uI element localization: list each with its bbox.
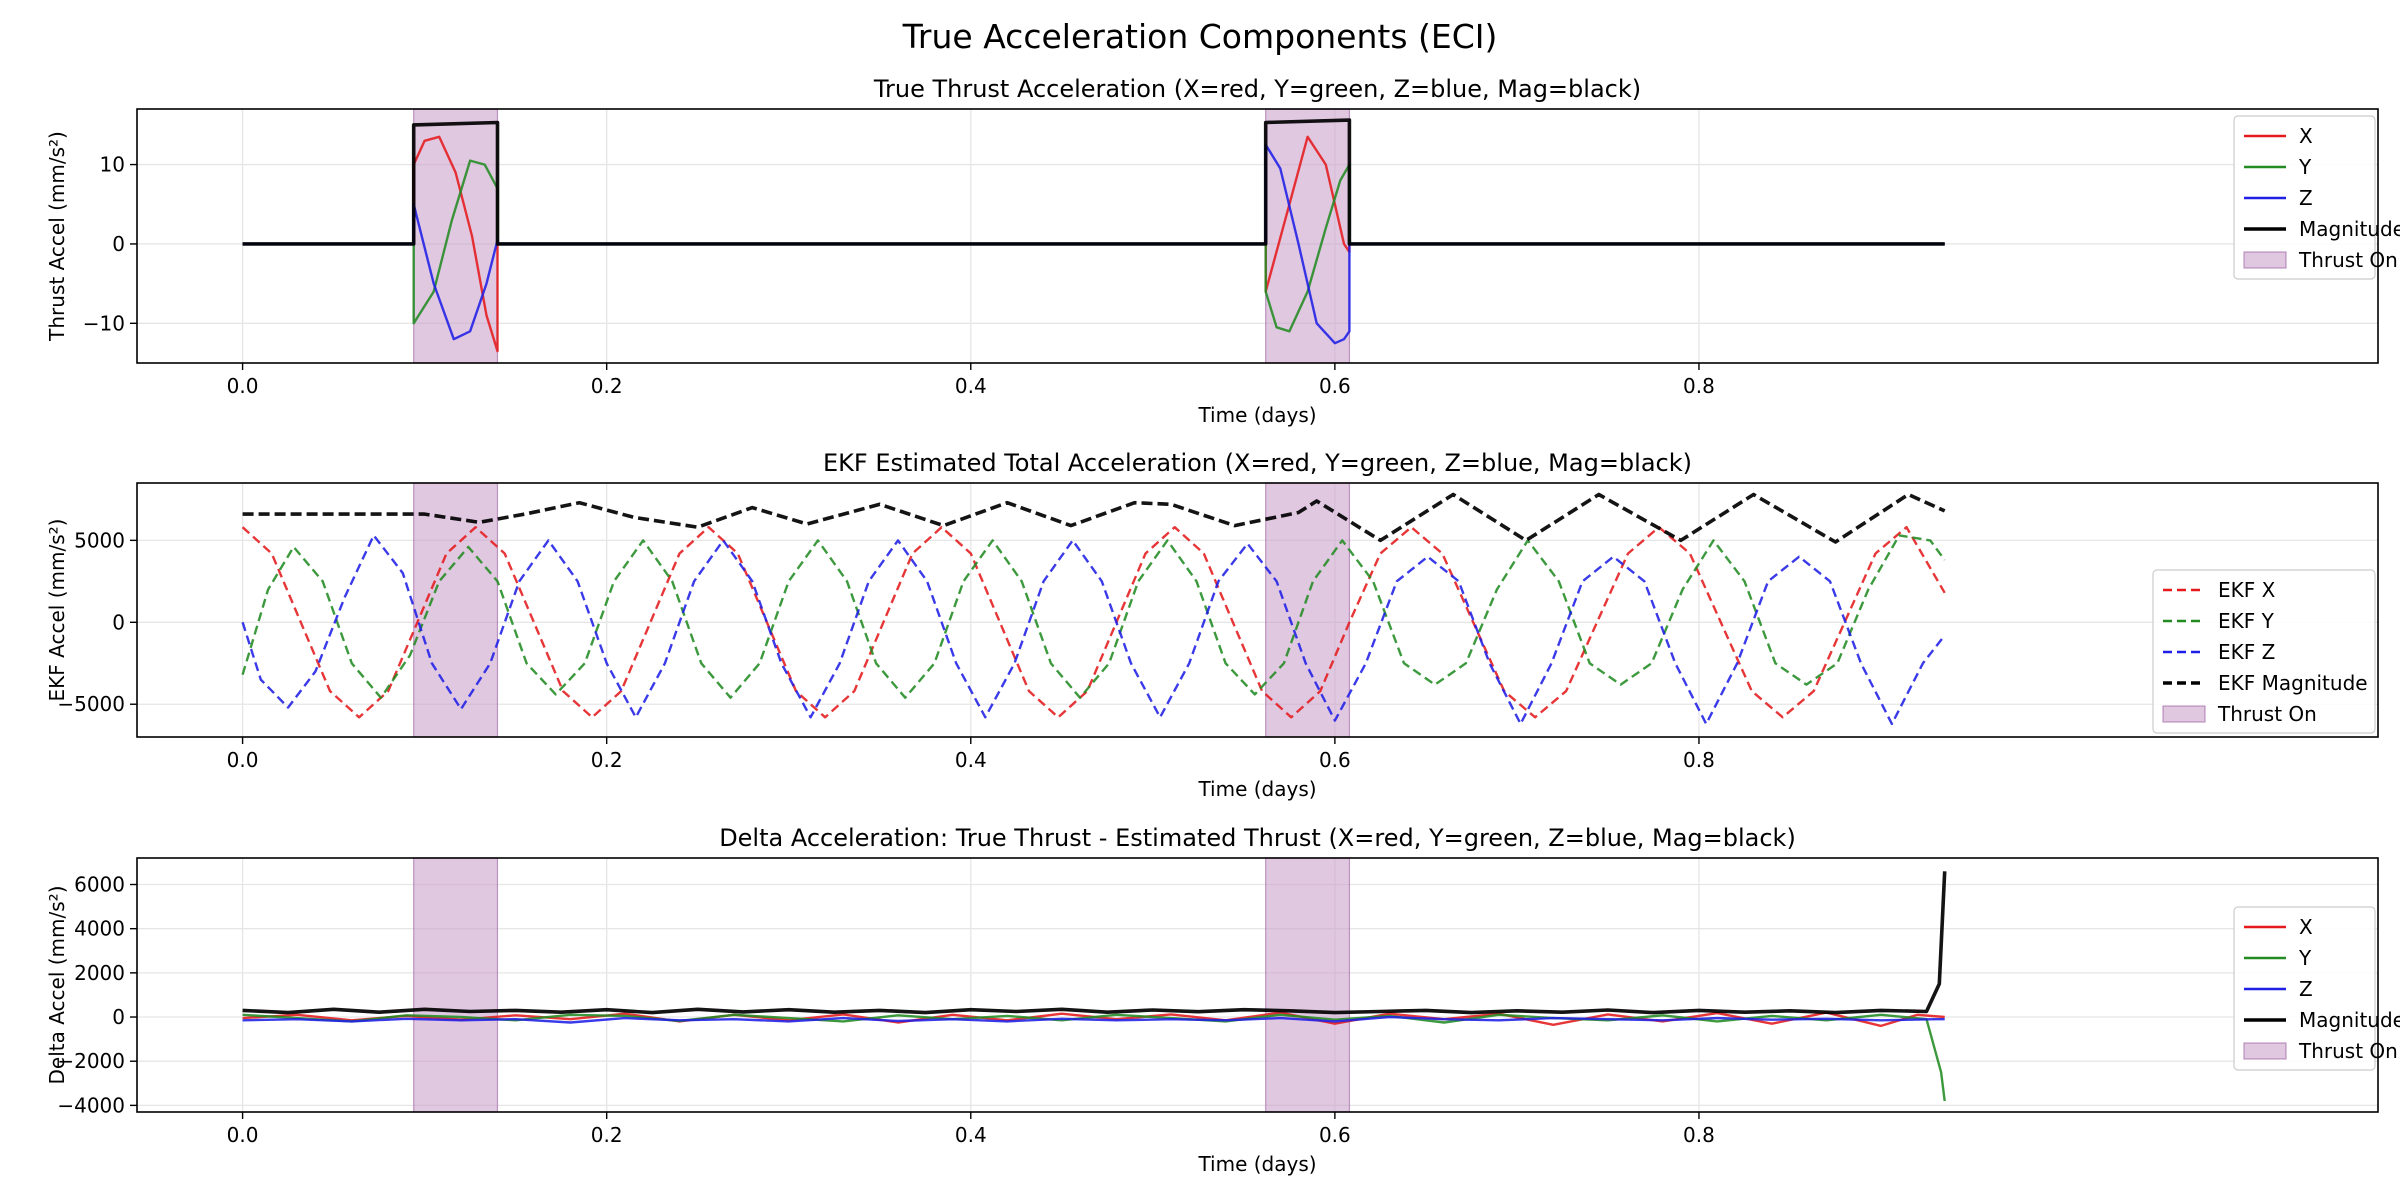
y-tick-label: 2000 [74, 961, 125, 985]
y-tick-label: 4000 [74, 917, 125, 941]
legend-label: Thrust On [2298, 248, 2398, 272]
series-magnitude [242, 118, 1945, 246]
y-tick-label: 0 [112, 610, 125, 634]
x-tick-label: 0.0 [227, 748, 259, 772]
subplot-title: EKF Estimated Total Acceleration (X=red,… [823, 449, 1692, 477]
y-axis-label: Thrust Accel (mm/s²) [45, 131, 69, 342]
x-tick-label: 0.6 [1319, 374, 1351, 398]
x-tick-label: 0.6 [1319, 1123, 1351, 1147]
legend-swatch [2243, 251, 2287, 269]
x-tick-label: 0.4 [955, 374, 987, 398]
thrust-on-band-1 [413, 482, 499, 738]
y-tick-label: −4000 [57, 1093, 125, 1117]
grid-lines [137, 858, 2378, 1112]
legend-swatch [2162, 705, 2206, 723]
y-tick-label: −5000 [57, 692, 125, 716]
y-axis-label: Delta Accel (mm/s²) [45, 885, 69, 1084]
thrust-on-band-2 [1265, 108, 1351, 364]
series-z [242, 1015, 1945, 1024]
x-axis-label: Time (days) [1197, 777, 1316, 801]
legend-label: Magnitude [2299, 1008, 2400, 1032]
x-tick-label: 0.2 [591, 1123, 623, 1147]
legend-label: EKF Y [2218, 609, 2275, 633]
series-ekf-x [241, 526, 1946, 719]
series-ekf-y [241, 534, 1946, 699]
subplot-2: 0.0 0.2 0.4 0.6 0.8 −5000 0 5000 EKF Estimated T… [45, 449, 2379, 801]
figure-suptitle: True Acceleration Components (ECI) [902, 17, 1498, 56]
y-tick-label: 6000 [74, 873, 125, 897]
x-tick-label: 0.4 [955, 1123, 987, 1147]
x-tick-label: 0.8 [1683, 1123, 1715, 1147]
legend-frame [2233, 906, 2376, 1071]
x-tick-label: 0.0 [227, 1123, 259, 1147]
subplot-3: 0.0 0.2 0.4 0.6 0.8−4000−20000200040006000De… [45, 824, 2400, 1176]
legend-label: EKF X [2218, 578, 2276, 602]
thrust-on-band-2 [1265, 482, 1351, 738]
legend-label: Z [2299, 977, 2313, 1001]
x-tick-label: 0.0 [227, 374, 259, 398]
series-magnitude [242, 871, 1947, 1015]
thrust-on-band-1 [413, 108, 499, 364]
subplot-1: 0.0 0.2 0.4 0.6 0.8 −10 0 10 True Thrust Acceler… [45, 75, 2400, 427]
legend-label: EKF Z [2218, 640, 2275, 664]
legend-frame [2233, 115, 2376, 280]
legend-label: Thrust On [2298, 1039, 2398, 1063]
x-axis-label: Time (days) [1197, 403, 1316, 427]
y-tick-label: −2000 [57, 1049, 125, 1073]
thrust-on-band-1 [413, 857, 499, 1113]
subplot-title: Delta Acceleration: True Thrust - Estima… [719, 824, 1796, 852]
legend: XYZ Magnitude Thrust On [2233, 115, 2400, 280]
y-tick-label: 0 [112, 232, 125, 256]
legend-label: Y [2298, 946, 2312, 970]
legend-label: X [2299, 124, 2313, 148]
y-axis-label: EKF Accel (mm/s²) [45, 519, 69, 702]
legend-label: Y [2298, 155, 2312, 179]
series-ekf-magnitude [242, 492, 1946, 544]
x-tick-label: 0.8 [1683, 374, 1715, 398]
legend-label: Z [2299, 186, 2313, 210]
legend-label: EKF Magnitude [2218, 671, 2368, 695]
x-tick-label: 0.8 [1683, 748, 1715, 772]
legend-label: Magnitude [2299, 217, 2400, 241]
legend: XYZ Magnitude Thrust On [2233, 906, 2400, 1071]
legend-swatch [2243, 1042, 2287, 1060]
legend: EKF X EKF Y EKF Z EKF Magnitude Thrust On [2152, 569, 2376, 734]
axes-frame [136, 857, 2379, 1113]
x-axis-label: Time (days) [1197, 1152, 1316, 1176]
legend-label: Thrust On [2217, 702, 2317, 726]
legend-label: X [2299, 915, 2313, 939]
y-tick-label: 0 [112, 1005, 125, 1029]
x-tick-label: 0.4 [955, 748, 987, 772]
axes-frame [136, 108, 2379, 364]
y-tick-label: −10 [83, 311, 125, 335]
y-tick-label: 10 [100, 153, 125, 177]
y-tick-label: 5000 [74, 528, 125, 552]
x-tick-label: 0.2 [591, 748, 623, 772]
axes-frame [136, 482, 2379, 738]
subplot-title: True Thrust Acceleration (X=red, Y=green… [873, 75, 1641, 103]
thrust-on-band-2 [1265, 857, 1351, 1113]
x-tick-label: 0.2 [591, 374, 623, 398]
legend-frame [2152, 569, 2376, 734]
x-tick-label: 0.6 [1319, 748, 1351, 772]
